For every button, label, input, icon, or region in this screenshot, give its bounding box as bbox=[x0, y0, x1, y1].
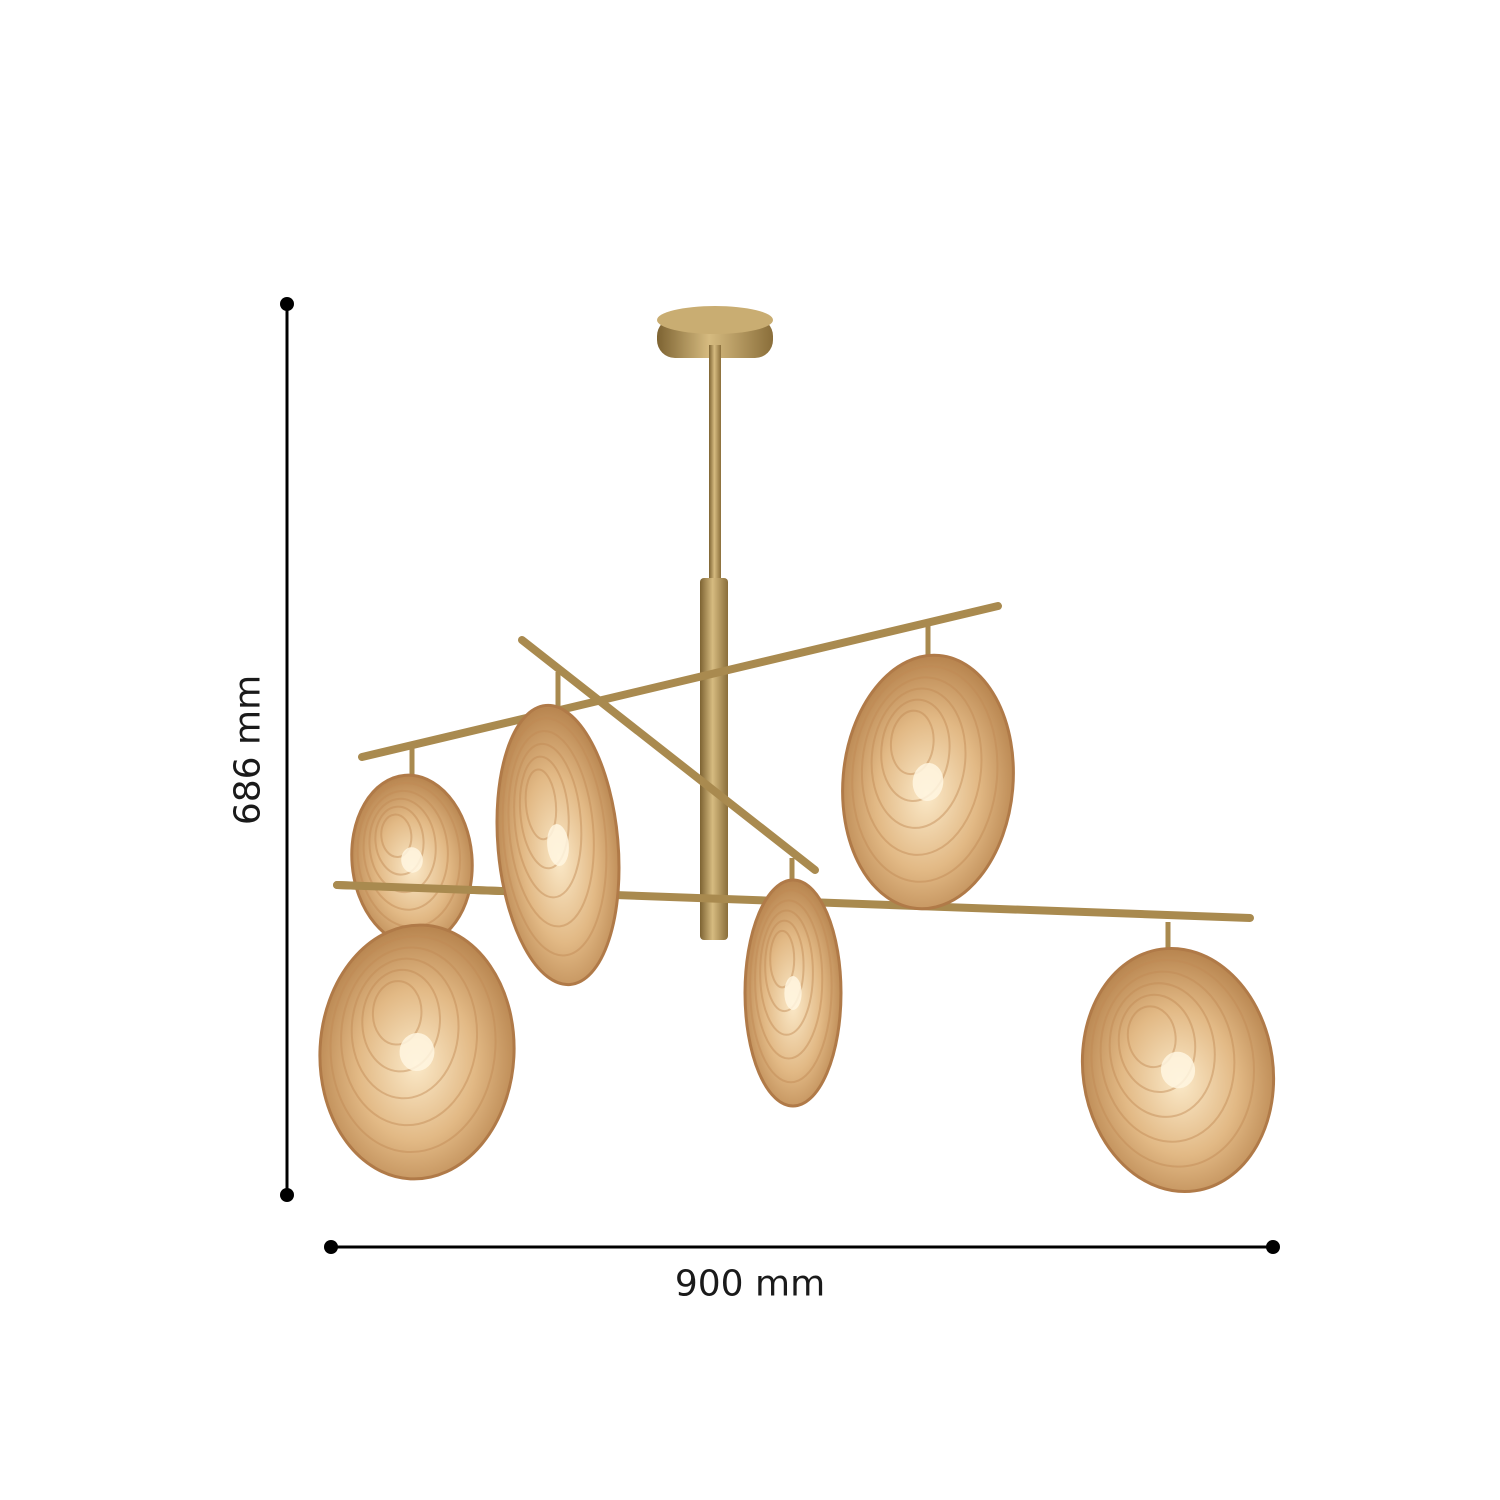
canopy bbox=[657, 306, 773, 358]
center-tube bbox=[700, 578, 728, 940]
glass-shade bbox=[1080, 946, 1276, 1194]
height-dimension-line bbox=[280, 297, 294, 1202]
glass-shade bbox=[495, 703, 621, 987]
height-label: 686 mm bbox=[227, 674, 269, 826]
glass-shade bbox=[743, 878, 843, 1108]
glass-shade bbox=[841, 653, 1015, 911]
width-dimension-line bbox=[324, 1240, 1280, 1254]
glass-shade bbox=[350, 773, 474, 947]
glass-shade bbox=[318, 923, 516, 1181]
stem bbox=[709, 345, 721, 585]
width-label: 900 mm bbox=[674, 1263, 826, 1305]
